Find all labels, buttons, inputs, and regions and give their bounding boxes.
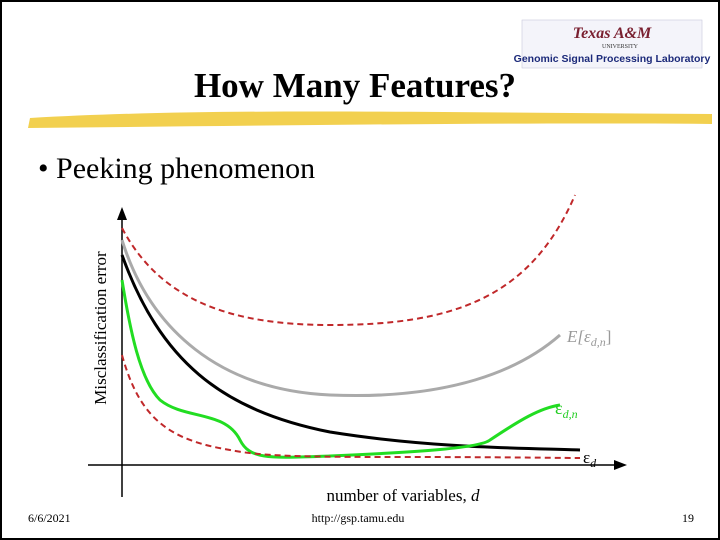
logo-lab: Genomic Signal Processing Laboratory xyxy=(514,53,711,65)
sample-error-curve xyxy=(120,279,561,459)
label-sub: d,n xyxy=(591,335,606,349)
bullet-text: Peeking phenomenon xyxy=(56,152,315,185)
logo-sub: UNIVERSITY xyxy=(602,44,639,50)
x-label-text: number of variables, xyxy=(327,486,471,505)
y-axis-label: Misclassification error xyxy=(91,251,110,405)
expected-error-curve xyxy=(120,239,561,398)
logo: Texas A&M UNIVERSITY Genomic Signal Proc… xyxy=(514,19,711,69)
logo-background xyxy=(521,19,703,69)
bayes-error-curve xyxy=(120,254,581,452)
label-end: ] xyxy=(606,327,612,346)
label-main: E[ε xyxy=(566,327,591,346)
label-sub: d xyxy=(590,456,597,470)
curve-label: εd xyxy=(583,448,597,470)
label-main: ε xyxy=(583,448,590,467)
label-main: ε xyxy=(555,398,563,418)
footer-page: 19 xyxy=(682,511,694,525)
label-sub: d,n xyxy=(563,407,578,421)
lower-bound-curve xyxy=(121,354,581,459)
bullet-symbol: • xyxy=(38,152,56,185)
diagram: Misclassification error E[εd,n] εd,n εd … xyxy=(88,194,627,505)
title-underline xyxy=(28,111,712,128)
x-axis-arrow xyxy=(614,460,627,470)
upper-bound-curve xyxy=(121,194,576,327)
y-axis-arrow xyxy=(117,207,127,220)
footer-url: http://gsp.tamu.edu xyxy=(312,511,405,525)
curve-label: E[εd,n] xyxy=(566,327,611,349)
x-axis-label: number of variables, d xyxy=(327,486,480,505)
x-label-var: d xyxy=(471,486,480,505)
slide-title: How Many Features? xyxy=(194,66,516,105)
bullet: • Peeking phenomenon xyxy=(38,152,315,185)
footer-date: 6/6/2021 xyxy=(28,511,71,525)
logo-name: Texas A&M xyxy=(573,25,652,42)
curve-label: εd,n xyxy=(555,398,578,421)
